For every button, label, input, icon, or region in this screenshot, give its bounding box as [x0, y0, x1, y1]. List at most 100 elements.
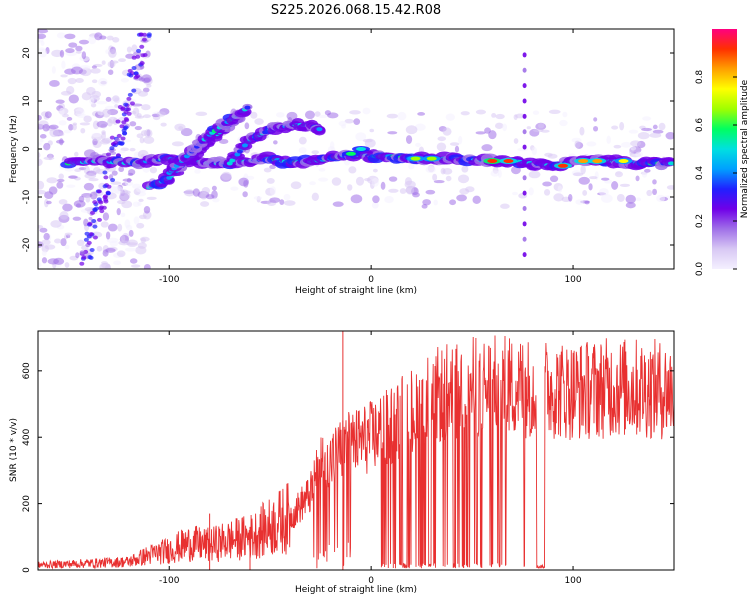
- noise-blob: [174, 123, 186, 132]
- spectrogram-xtick-label: -100: [159, 275, 180, 285]
- noise-blob: [56, 181, 64, 189]
- streak-blob: [129, 101, 135, 106]
- noise-blob: [454, 145, 460, 153]
- noise-blob: [488, 130, 497, 140]
- noise-blob: [106, 118, 113, 127]
- noise-blob: [311, 150, 320, 155]
- noise-blob: [494, 122, 504, 129]
- snr-frame: [37, 330, 675, 571]
- noise-blob: [64, 244, 70, 250]
- noise-blob: [543, 189, 551, 196]
- streak-blob: [90, 210, 96, 215]
- noise-blob: [105, 231, 111, 240]
- streak-blob: [122, 131, 128, 136]
- noise-blob: [549, 175, 559, 183]
- noise-blob: [107, 69, 114, 75]
- streak-blob: [102, 184, 108, 189]
- chart-title: S225.2026.068.15.42.R08: [271, 3, 441, 18]
- streak-blob: [131, 66, 137, 71]
- noise-blob: [76, 113, 87, 118]
- noise-blob: [95, 100, 108, 105]
- snr-ytick-label: 0: [22, 567, 32, 573]
- noise-blob: [129, 121, 137, 127]
- noise-blob: [143, 264, 151, 269]
- noise-blob: [130, 264, 141, 268]
- streak-blob: [81, 255, 87, 260]
- streak-blob: [110, 178, 116, 183]
- noise-blob: [81, 193, 93, 198]
- noise-blob: [212, 197, 220, 203]
- noise-blob: [143, 77, 151, 83]
- streak-blob: [106, 184, 112, 189]
- streak-blob: [87, 221, 93, 226]
- noise-blob: [67, 77, 77, 85]
- noise-blob: [616, 194, 625, 202]
- snr-xtick-label: -100: [159, 576, 180, 586]
- noise-blob: [619, 183, 630, 187]
- noise-blob: [72, 216, 82, 221]
- noise-blob: [318, 177, 329, 182]
- noise-blob: [442, 127, 452, 136]
- vertical-feature-dot: [522, 252, 527, 258]
- noise-blob: [652, 179, 657, 185]
- noise-blob: [298, 147, 307, 154]
- streak-blob: [88, 255, 94, 260]
- colorbar-gradient: [712, 29, 737, 269]
- branch-2-mark: [226, 161, 233, 166]
- noise-blob: [136, 113, 142, 118]
- noise-blob: [96, 245, 103, 252]
- noise-blob: [221, 171, 232, 181]
- noise-blob: [309, 181, 316, 186]
- noise-blob: [85, 195, 91, 203]
- noise-blob: [66, 116, 73, 121]
- noise-blob: [491, 113, 497, 118]
- streak-blob: [96, 197, 102, 202]
- noise-blob: [652, 188, 657, 196]
- noise-blob: [88, 216, 93, 221]
- noise-blob: [348, 166, 357, 174]
- noise-blob: [43, 142, 51, 151]
- noise-blob: [49, 80, 60, 87]
- noise-blob: [625, 194, 636, 204]
- peak-mark: [578, 159, 589, 163]
- streak-blob: [126, 72, 132, 77]
- noise-blob: [38, 29, 49, 34]
- noise-blob: [472, 195, 481, 204]
- noise-blob: [118, 166, 125, 173]
- noise-blob: [449, 199, 457, 206]
- noise-blob: [107, 61, 116, 68]
- snr-panel: -100 0 100 0 200 400 600 Height of straight li…: [9, 330, 675, 595]
- vertical-feature-dot: [522, 236, 527, 242]
- noise-blob: [137, 90, 149, 97]
- noise-blob: [100, 221, 109, 228]
- noise-blob: [58, 173, 64, 180]
- noise-blob: [238, 177, 249, 187]
- noise-blob: [133, 216, 140, 225]
- noise-blob: [46, 177, 58, 184]
- noise-blob: [589, 176, 598, 180]
- noise-blob: [121, 235, 126, 242]
- noise-blob: [194, 169, 201, 174]
- noise-blob: [84, 173, 97, 179]
- noise-blob: [414, 123, 426, 131]
- noise-blob: [611, 181, 619, 190]
- noise-blob: [38, 152, 41, 159]
- noise-blob: [126, 46, 132, 53]
- streak-blob: [102, 194, 108, 199]
- streak-blob: [123, 125, 129, 130]
- noise-blob: [124, 181, 134, 186]
- branch-1-mark: [244, 105, 251, 110]
- streak-blob: [123, 117, 129, 122]
- noise-blob: [586, 141, 597, 147]
- noise-blob: [399, 188, 407, 194]
- noise-blob: [436, 142, 447, 152]
- vertical-feature-dot: [522, 206, 527, 212]
- noise-blob: [100, 139, 110, 145]
- noise-blob: [621, 141, 632, 148]
- streak-blob: [96, 189, 102, 194]
- colorbar-tick-label: 0.6: [695, 118, 705, 133]
- noise-blob: [350, 194, 363, 204]
- noise-blob: [347, 184, 353, 191]
- noise-blob: [318, 167, 326, 172]
